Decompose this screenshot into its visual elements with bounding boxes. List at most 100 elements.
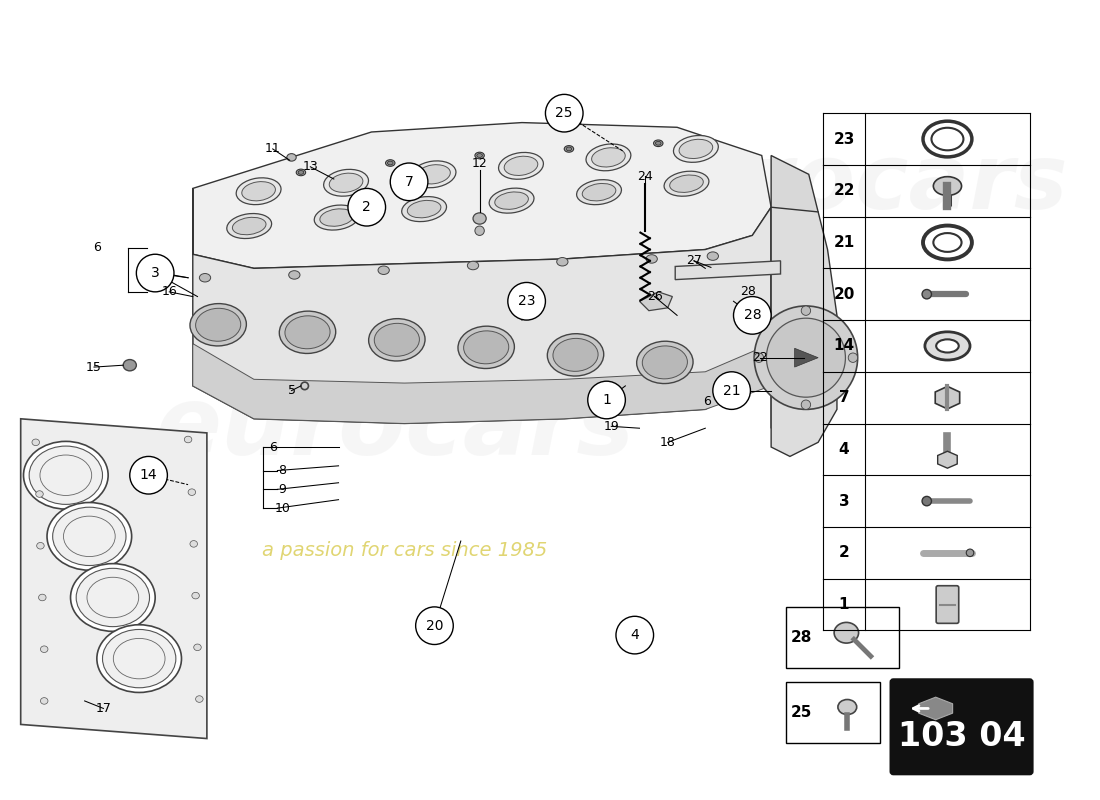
Text: 8: 8 bbox=[278, 464, 286, 477]
Polygon shape bbox=[771, 155, 818, 428]
Ellipse shape bbox=[755, 353, 763, 362]
Ellipse shape bbox=[476, 154, 483, 158]
Polygon shape bbox=[192, 189, 771, 423]
Ellipse shape bbox=[285, 316, 330, 349]
Ellipse shape bbox=[329, 173, 363, 192]
Ellipse shape bbox=[966, 549, 974, 557]
Circle shape bbox=[416, 607, 453, 645]
Ellipse shape bbox=[378, 266, 389, 274]
Ellipse shape bbox=[548, 334, 604, 376]
Text: 11: 11 bbox=[265, 142, 280, 155]
Ellipse shape bbox=[411, 161, 455, 188]
Ellipse shape bbox=[227, 214, 272, 238]
Ellipse shape bbox=[41, 646, 48, 653]
Text: 1: 1 bbox=[839, 597, 849, 612]
Text: 26: 26 bbox=[647, 290, 662, 303]
Text: 21: 21 bbox=[723, 383, 740, 398]
Ellipse shape bbox=[933, 233, 961, 252]
FancyBboxPatch shape bbox=[891, 679, 1033, 774]
Text: 18: 18 bbox=[660, 436, 675, 449]
Text: 23: 23 bbox=[834, 131, 855, 146]
Ellipse shape bbox=[407, 200, 441, 218]
Circle shape bbox=[713, 372, 750, 410]
Ellipse shape bbox=[315, 205, 359, 230]
Ellipse shape bbox=[473, 213, 486, 224]
Circle shape bbox=[136, 254, 174, 292]
Text: 17: 17 bbox=[96, 702, 111, 715]
Text: eurocars: eurocars bbox=[624, 140, 1069, 228]
Ellipse shape bbox=[936, 339, 959, 353]
Ellipse shape bbox=[23, 442, 108, 509]
Ellipse shape bbox=[576, 180, 621, 205]
Ellipse shape bbox=[242, 182, 275, 201]
Text: 6: 6 bbox=[703, 395, 711, 408]
Text: 23: 23 bbox=[518, 294, 536, 308]
Ellipse shape bbox=[458, 326, 515, 369]
Ellipse shape bbox=[32, 439, 40, 446]
Ellipse shape bbox=[838, 699, 857, 714]
Polygon shape bbox=[918, 697, 953, 720]
Ellipse shape bbox=[566, 147, 572, 150]
Ellipse shape bbox=[475, 152, 484, 158]
Ellipse shape bbox=[53, 507, 126, 566]
Circle shape bbox=[587, 381, 626, 419]
Ellipse shape bbox=[504, 156, 538, 175]
Text: 21: 21 bbox=[834, 235, 855, 250]
Text: 22: 22 bbox=[752, 351, 768, 364]
Polygon shape bbox=[937, 451, 957, 468]
Polygon shape bbox=[675, 261, 781, 280]
Ellipse shape bbox=[922, 496, 932, 506]
Ellipse shape bbox=[374, 323, 419, 356]
Text: 28: 28 bbox=[744, 308, 761, 322]
Ellipse shape bbox=[664, 171, 708, 196]
Ellipse shape bbox=[848, 353, 858, 362]
Text: 14: 14 bbox=[140, 468, 157, 482]
Ellipse shape bbox=[933, 177, 961, 195]
Ellipse shape bbox=[922, 290, 932, 299]
Text: eurocars: eurocars bbox=[155, 382, 635, 474]
Ellipse shape bbox=[199, 274, 210, 282]
Ellipse shape bbox=[36, 542, 44, 549]
Ellipse shape bbox=[417, 165, 450, 184]
Ellipse shape bbox=[932, 128, 964, 150]
Text: 19: 19 bbox=[604, 420, 619, 433]
Ellipse shape bbox=[296, 169, 306, 176]
Ellipse shape bbox=[637, 342, 693, 383]
Circle shape bbox=[616, 616, 653, 654]
Circle shape bbox=[508, 282, 546, 320]
Ellipse shape bbox=[196, 696, 204, 702]
Text: 10: 10 bbox=[274, 502, 290, 514]
Ellipse shape bbox=[475, 226, 484, 235]
FancyBboxPatch shape bbox=[936, 586, 959, 623]
Text: 25: 25 bbox=[791, 705, 812, 720]
Ellipse shape bbox=[646, 254, 658, 263]
Text: 4: 4 bbox=[838, 442, 849, 457]
Text: 28: 28 bbox=[739, 286, 756, 298]
Text: 103 04: 103 04 bbox=[898, 720, 1025, 753]
Ellipse shape bbox=[707, 252, 718, 260]
Ellipse shape bbox=[279, 311, 335, 354]
Ellipse shape bbox=[102, 630, 176, 688]
Ellipse shape bbox=[190, 303, 246, 346]
Text: 5: 5 bbox=[287, 384, 296, 397]
Ellipse shape bbox=[673, 135, 718, 162]
Text: 3: 3 bbox=[151, 266, 160, 280]
Ellipse shape bbox=[564, 146, 573, 152]
Ellipse shape bbox=[582, 183, 616, 201]
Polygon shape bbox=[21, 419, 207, 738]
Ellipse shape bbox=[925, 332, 970, 360]
Text: 7: 7 bbox=[838, 390, 849, 405]
Ellipse shape bbox=[495, 192, 528, 210]
Ellipse shape bbox=[196, 308, 241, 342]
Polygon shape bbox=[771, 207, 837, 457]
Ellipse shape bbox=[387, 161, 393, 165]
Circle shape bbox=[767, 318, 846, 397]
Ellipse shape bbox=[490, 188, 534, 213]
Ellipse shape bbox=[236, 178, 280, 205]
Ellipse shape bbox=[386, 160, 395, 166]
Ellipse shape bbox=[801, 306, 811, 315]
Text: 20: 20 bbox=[834, 286, 855, 302]
Ellipse shape bbox=[320, 209, 353, 226]
Text: 3: 3 bbox=[838, 494, 849, 509]
Text: 2: 2 bbox=[362, 200, 371, 214]
